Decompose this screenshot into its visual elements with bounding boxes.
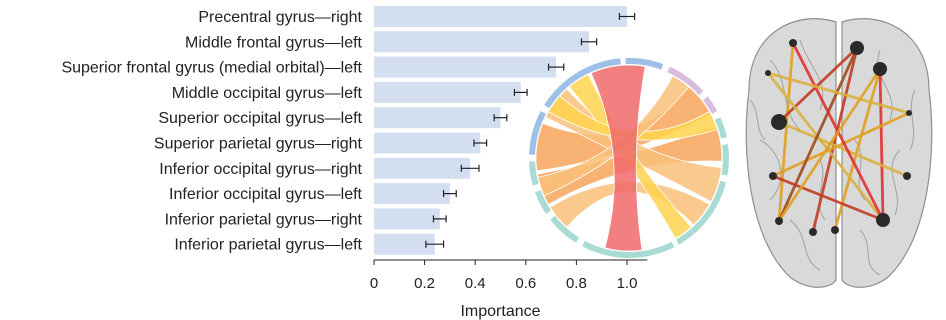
brain-connectivity-inset <box>745 18 933 288</box>
error-bar-9 <box>425 240 445 248</box>
chord-arc-1 <box>625 58 664 70</box>
brain-sulcus-3 <box>789 219 821 271</box>
category-label-2: Superior frontal gyrus (medial orbital)—… <box>61 60 362 77</box>
error-bar-3 <box>513 88 528 96</box>
x-tick-label-2: 0.4 <box>465 275 486 292</box>
x-axis: 0 0.2 0.4 0.6 0.8 1.0 Importance <box>370 259 648 320</box>
chord-arc-9 <box>535 190 552 214</box>
bar-9 <box>374 233 435 255</box>
brain-edge-2 <box>811 46 859 234</box>
chord-arc-10 <box>529 161 539 186</box>
error-bar-5 <box>473 139 488 147</box>
x-tick-label-0: 0 <box>370 275 378 292</box>
brain-hemisphere-1 <box>841 18 933 288</box>
brain-edge-10 <box>766 71 911 115</box>
chord-arc-11 <box>529 111 547 155</box>
brain-node-1 <box>850 41 864 55</box>
brain-node-10 <box>831 226 839 234</box>
chord-arc-4 <box>714 117 727 139</box>
bar-5 <box>374 132 481 154</box>
bar-6 <box>374 157 471 179</box>
brain-edge-4 <box>766 71 885 222</box>
error-bar-2 <box>547 63 565 71</box>
x-ticks: 0 0.2 0.4 0.6 0.8 1.0 <box>370 260 638 292</box>
brain-edge-12 <box>777 67 882 223</box>
brain-edge-1 <box>777 46 859 124</box>
chord-arc-2 <box>667 66 704 96</box>
chord-arc-7 <box>582 240 675 258</box>
error-bar-0 <box>618 13 636 20</box>
bar-2 <box>374 56 557 78</box>
category-label-4: Superior occipital gyrus—left <box>158 110 362 127</box>
bar-1 <box>374 31 590 53</box>
bar-4 <box>374 107 501 129</box>
error-bar-4 <box>493 114 508 122</box>
brain-edge-5 <box>878 67 885 222</box>
brain-node-3 <box>765 70 771 76</box>
brain-edge-8 <box>777 46 859 223</box>
brain-node-4 <box>771 114 787 130</box>
error-bar-8 <box>432 215 447 223</box>
brain-edge-6 <box>777 120 909 178</box>
x-tick-label-5: 1.0 <box>617 275 638 292</box>
chord-arc-3 <box>703 96 718 114</box>
x-tick-label-4: 0.8 <box>566 275 587 292</box>
chord-ribbon-7 <box>590 64 646 252</box>
brain-node-0 <box>789 39 797 47</box>
brain-node-2 <box>873 62 887 76</box>
brain-edge-0 <box>777 41 795 223</box>
chord-arc-5 <box>721 144 729 176</box>
bar-8 <box>374 208 440 230</box>
category-label-9: Inferior parietal gyrus—left <box>174 237 362 254</box>
error-bar-7 <box>442 190 457 198</box>
chord-arc-6 <box>676 180 727 245</box>
brain-edge-11 <box>771 174 885 222</box>
chord-diagram-inset <box>529 58 729 258</box>
error-bar-6 <box>460 164 480 172</box>
category-label-8: Inferior parietal gyrus—right <box>165 211 363 228</box>
brain-sulcus-9 <box>749 99 766 141</box>
bar-7 <box>374 183 450 205</box>
category-labels: Precentral gyrus—right Middle frontal gyr… <box>61 9 362 254</box>
brain-sulcus-10 <box>909 89 916 151</box>
brain-edge-7 <box>771 111 911 178</box>
bar-3 <box>374 81 521 103</box>
category-label-0: Precentral gyrus—right <box>198 9 362 26</box>
brain-node-5 <box>906 110 912 116</box>
brain-node-7 <box>903 172 911 180</box>
brain-sulcus-4 <box>877 49 893 121</box>
chord-arc-8 <box>550 215 580 243</box>
brain-node-9 <box>876 213 890 227</box>
x-tick-label-3: 0.6 <box>515 275 536 292</box>
brain-sulcus-7 <box>818 159 826 221</box>
bars-layer <box>374 6 636 255</box>
bar-0 <box>374 6 627 27</box>
chord-arc-0 <box>544 58 621 109</box>
brain-sulcus-1 <box>759 139 782 201</box>
x-tick-label-1: 0.2 <box>414 275 435 292</box>
brain-sulcus-6 <box>859 229 881 276</box>
category-label-3: Middle occipital gyrus—left <box>172 85 363 102</box>
brain-node-11 <box>809 228 817 236</box>
brain-node-6 <box>769 172 777 180</box>
brain-node-8 <box>775 217 783 225</box>
category-label-6: Inferior occipital gyrus—right <box>159 161 362 178</box>
importance-bar-chart: Precentral gyrus—right Middle frontal gyr… <box>61 6 648 320</box>
category-label-5: Superior parietal gyrus—right <box>154 136 363 153</box>
x-axis-label: Importance <box>460 303 540 320</box>
error-bar-1 <box>580 38 598 46</box>
category-label-7: Inferior occipital gyrus—left <box>169 186 363 203</box>
brain-sulcus-5 <box>891 149 901 216</box>
category-label-1: Middle frontal gyrus—left <box>185 34 363 51</box>
